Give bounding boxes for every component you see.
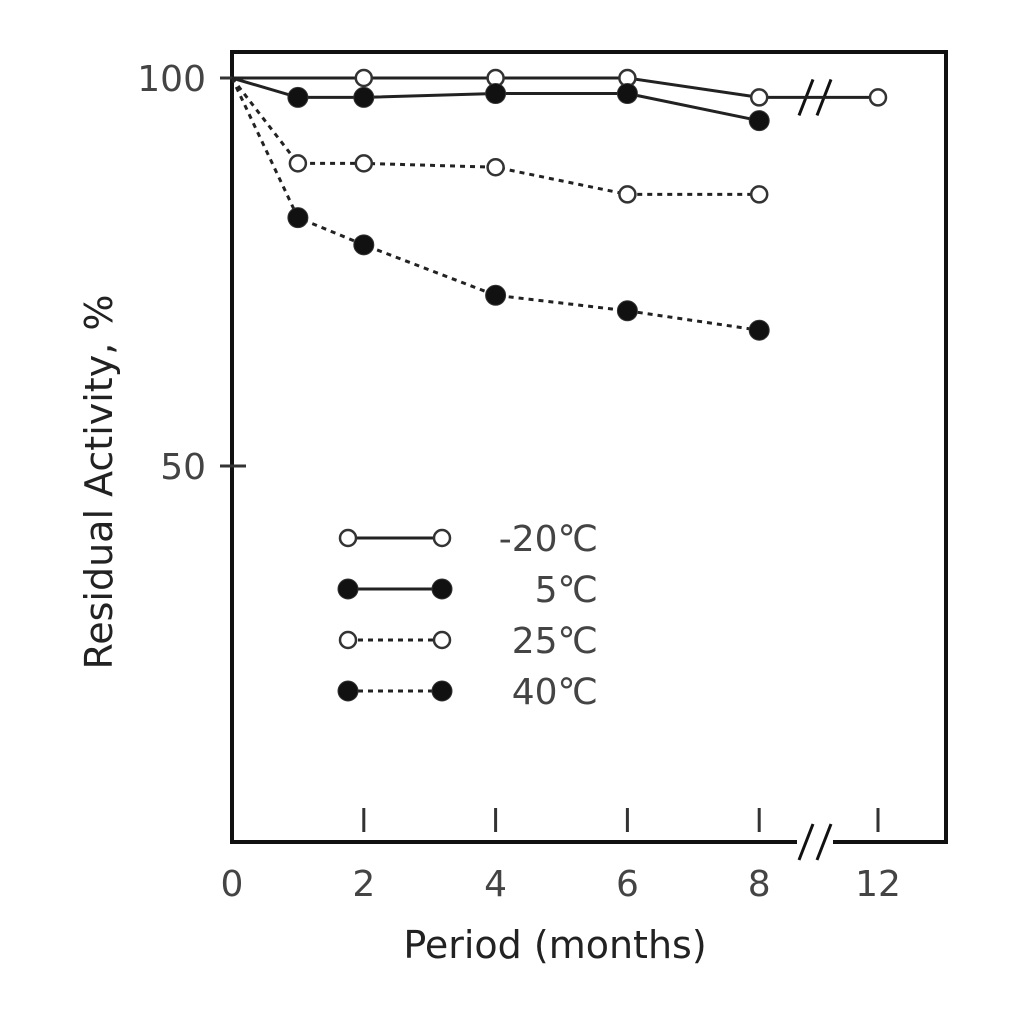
x-tick-label-8: 8	[748, 864, 771, 905]
x-tick-label-12: 12	[855, 864, 901, 905]
series-0-point-5	[868, 88, 888, 107]
series-3-point-4	[616, 300, 638, 322]
series-layer	[230, 68, 888, 341]
legend-marker-1-1	[431, 578, 453, 600]
series-line-2	[230, 77, 760, 196]
series-line-3	[230, 77, 760, 332]
series-1-point-1	[287, 86, 309, 108]
y-tick-label-100: 100	[137, 59, 206, 100]
legend-marker-0-0	[338, 528, 358, 548]
legend-marker-0-1	[432, 528, 452, 548]
legend-marker-3-1	[431, 680, 453, 702]
x-tick-label-6: 6	[616, 864, 639, 905]
y-tick-label-50: 50	[160, 447, 206, 488]
x-axis-title: Period (months)	[403, 923, 706, 967]
legend-marker-1-0	[337, 578, 359, 600]
axis-break-x-axis	[797, 823, 833, 861]
series-3-point-1	[287, 207, 309, 229]
legend-label-2: 25℃	[512, 621, 598, 662]
series-2-point-4	[618, 185, 637, 204]
legend-marker-3-0	[337, 680, 359, 702]
series-3-point-2	[353, 234, 375, 256]
series-0-point-1	[354, 68, 374, 88]
series-1-point-3	[485, 83, 507, 105]
axes-layer: 0 2 4 6 8 12 50 100	[137, 59, 901, 905]
legend-label-0: -20℃	[499, 519, 598, 560]
series-2-point-5	[749, 185, 769, 204]
legend-label-3: 40℃	[512, 672, 598, 713]
series-line-1	[231, 76, 760, 123]
y-axis-title: Residual Activity, %	[77, 295, 121, 670]
series-line-0	[232, 76, 878, 99]
series-2-point-3	[486, 157, 505, 177]
legend-marker-2-0	[338, 630, 358, 650]
series-1-point-5	[748, 110, 770, 132]
plot-frame	[230, 50, 948, 844]
legend: -20℃ 5℃ 25℃ 40℃	[337, 519, 598, 713]
x-tick-label-0: 0	[221, 864, 244, 905]
series-3-point-3	[485, 284, 507, 306]
series-1-point-2	[353, 86, 375, 108]
x-tick-label-2: 2	[352, 864, 375, 905]
series-2-point-2	[354, 154, 374, 173]
legend-label-1: 5℃	[535, 570, 598, 611]
series-2-point-1	[288, 154, 308, 173]
series-0-point-4	[749, 88, 769, 107]
series-3-point-5	[748, 319, 770, 341]
legend-marker-2-1	[432, 630, 452, 650]
series-1-point-4	[616, 83, 638, 105]
x-tick-label-4: 4	[484, 864, 507, 905]
